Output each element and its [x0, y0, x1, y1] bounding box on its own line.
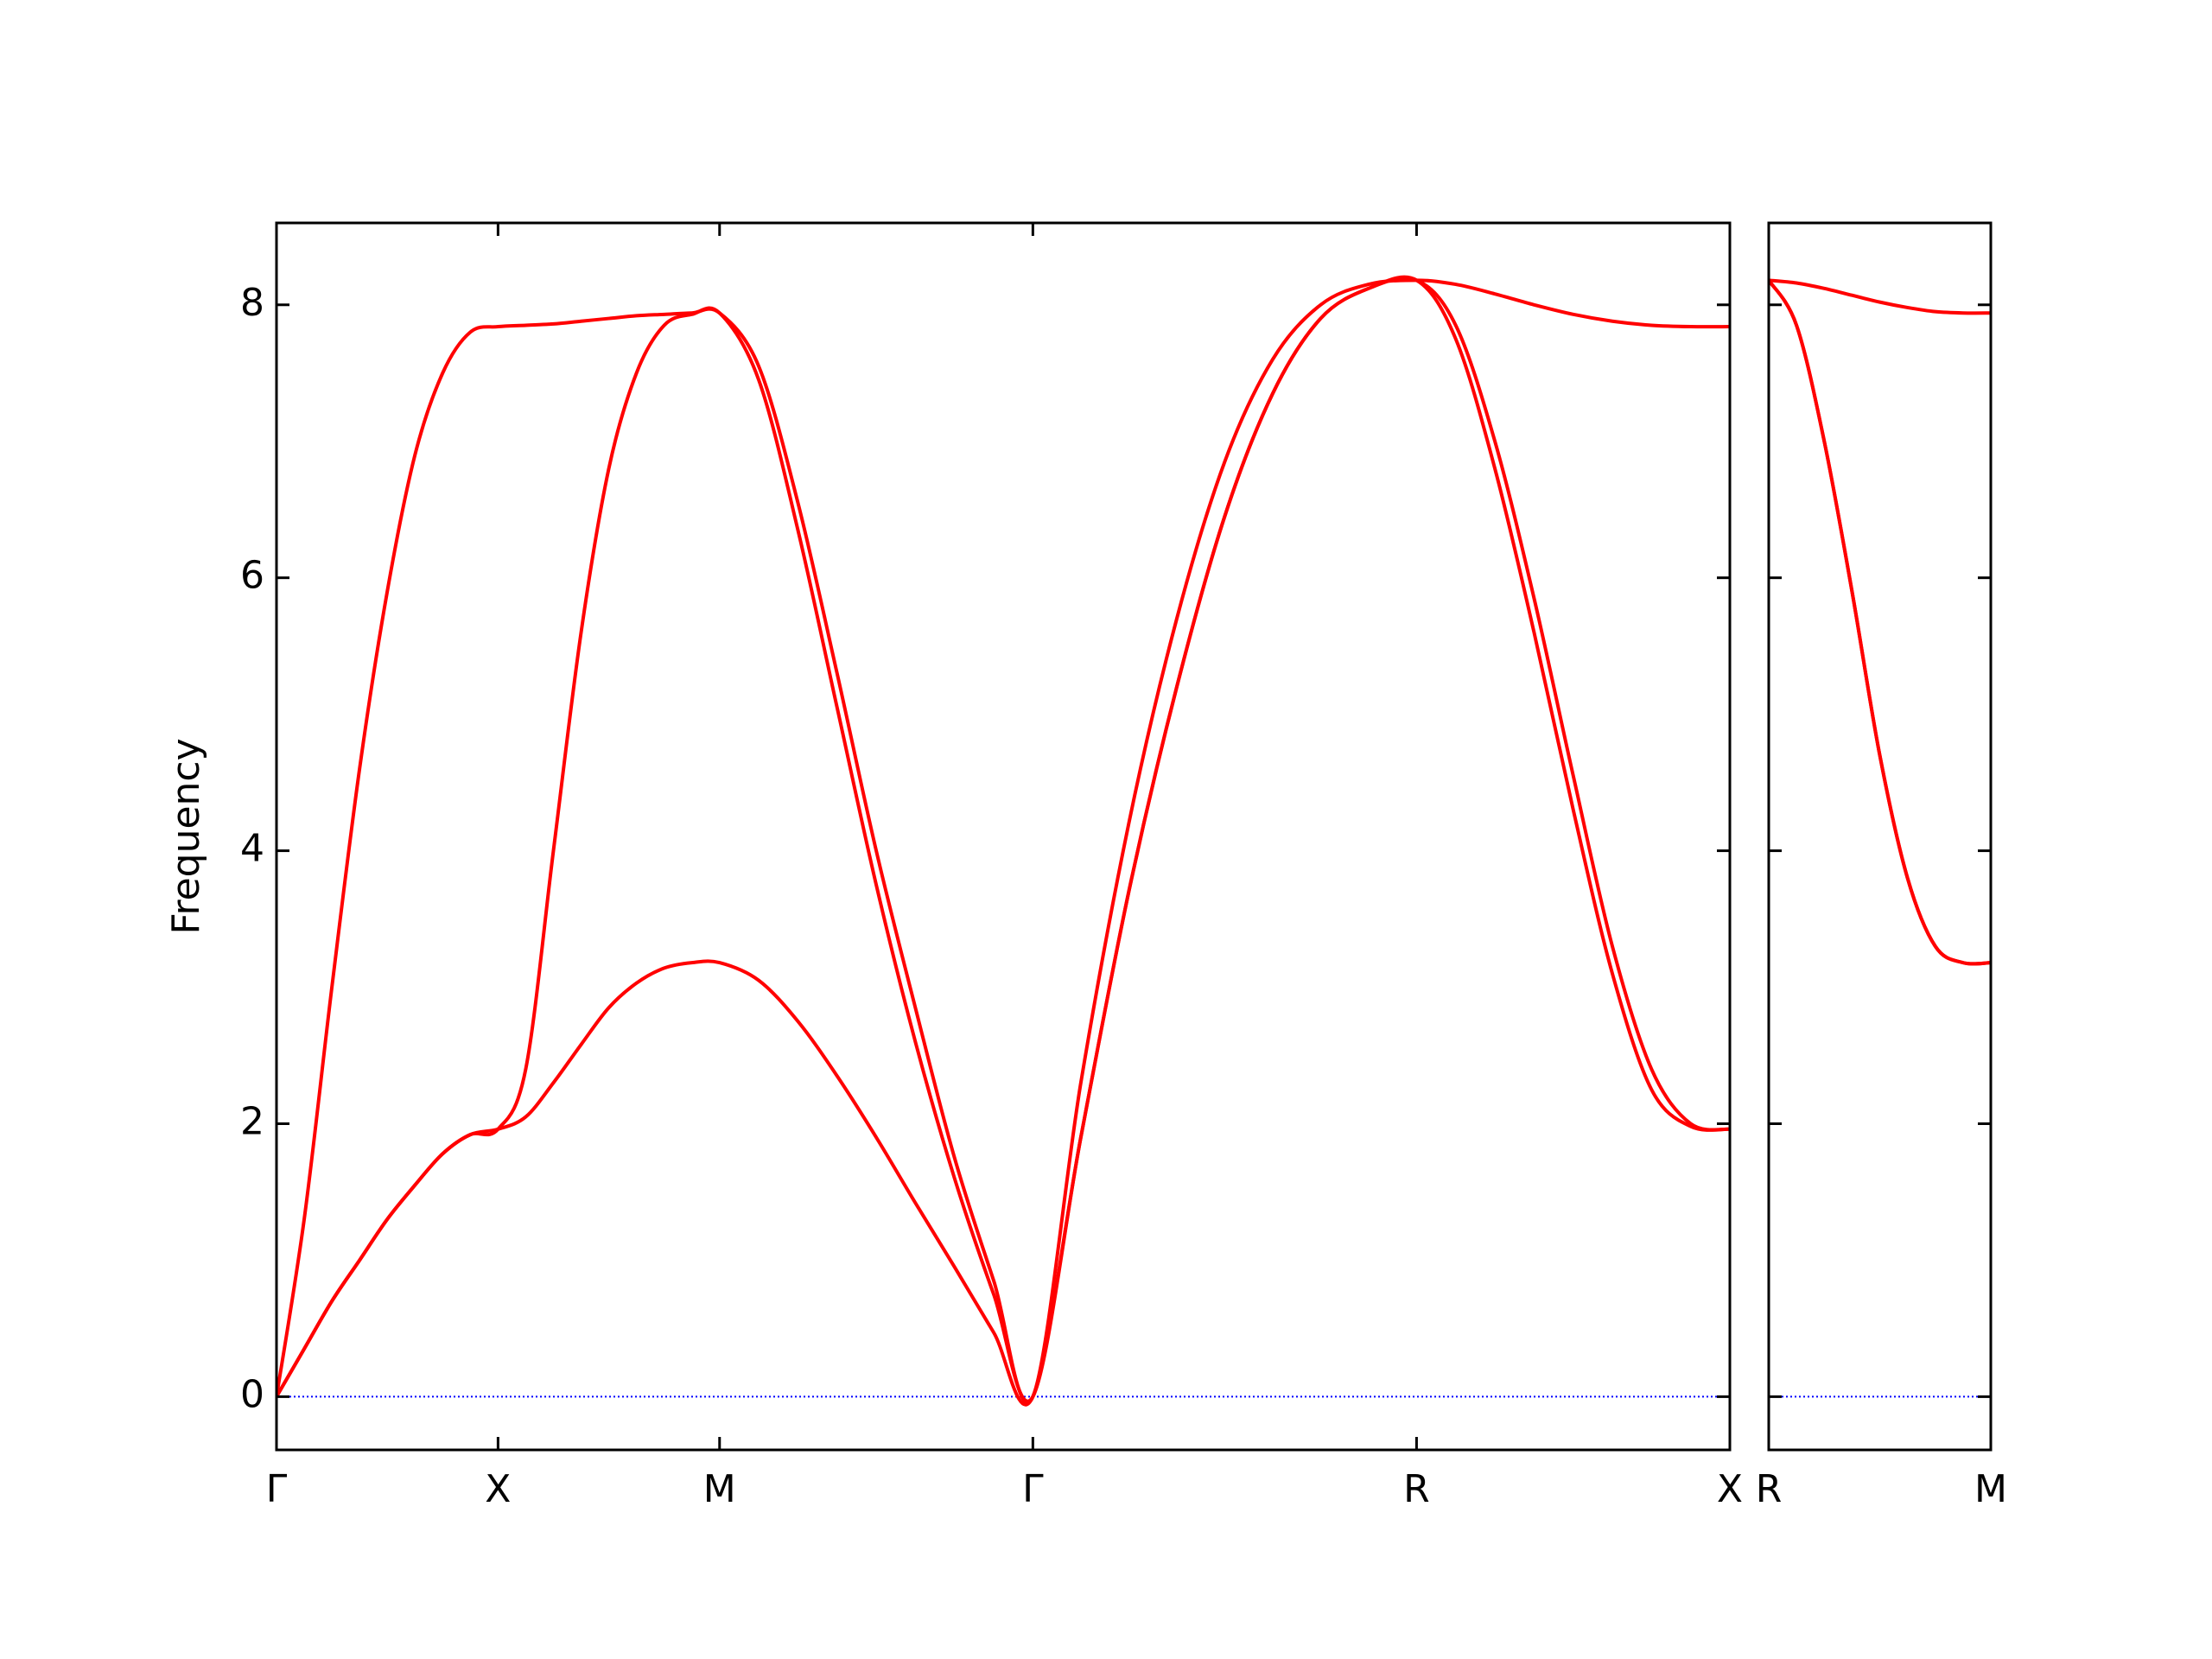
y-axis-label: Frequency	[164, 738, 208, 934]
y-tick-label: 0	[240, 1372, 264, 1416]
band-line	[276, 276, 1730, 1403]
band-line	[276, 278, 1730, 1405]
x-tick-label: X	[485, 1467, 511, 1511]
x-tick-label: Γ	[1022, 1467, 1044, 1511]
y-tick-label: 2	[240, 1099, 264, 1143]
x-tick-label: Γ	[266, 1467, 288, 1511]
y-tick-label: 6	[240, 554, 264, 598]
y-tick-label: 8	[240, 281, 264, 325]
x-tick-label: R	[1403, 1467, 1430, 1511]
x-tick-label: X	[1717, 1467, 1743, 1511]
x-tick-label: M	[703, 1467, 736, 1511]
x-tick-label: R	[1756, 1467, 1783, 1511]
plot-frame	[275, 221, 1732, 1452]
band-line	[1769, 278, 1991, 315]
x-tick-label: M	[1974, 1467, 2007, 1511]
y-tick-label: 4	[240, 827, 264, 871]
band-line	[276, 275, 1730, 1407]
band-line	[1769, 279, 1991, 966]
band-line	[1769, 279, 1991, 966]
plot-frame	[1767, 221, 1993, 1452]
